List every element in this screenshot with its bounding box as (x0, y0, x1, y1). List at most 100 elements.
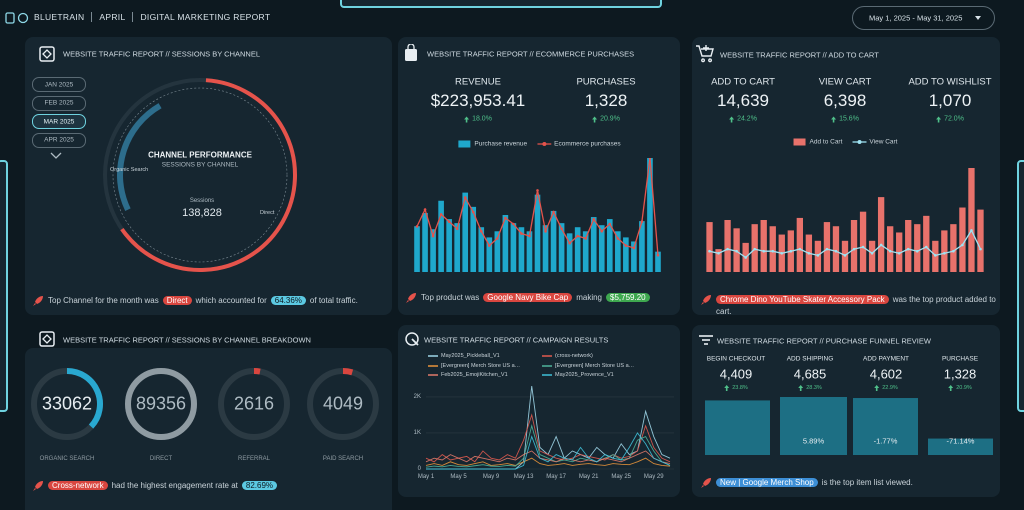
y-tick-label: 1K (413, 429, 421, 436)
change: 22.9% (874, 385, 898, 391)
insight-text: Top product was (421, 293, 480, 302)
line-point (528, 234, 531, 238)
bar (414, 226, 420, 272)
date-picker[interactable]: May 1, 2025 - May 31, 2025 (852, 6, 995, 30)
y-tick-label: 2K (413, 393, 421, 400)
bar (550, 210, 557, 272)
header: BLUETRAIN APRIL DIGITAL MARKETING REPORT (34, 12, 277, 22)
line-point (834, 249, 838, 253)
bar (470, 206, 477, 272)
panel-title: WEBSITE TRAFFIC REPORT // ADD TO CART (720, 50, 879, 60)
panel (398, 325, 680, 497)
month-button[interactable]: JAN 2025 (32, 77, 86, 92)
arrow (831, 116, 837, 122)
line-point (744, 256, 747, 259)
line-point (576, 234, 579, 238)
bar (724, 220, 731, 272)
bar (923, 215, 930, 272)
legend-swatch (542, 364, 552, 367)
header-report: DIGITAL MARKETING REPORT (132, 12, 277, 22)
month-button[interactable]: FEB 2025 (32, 95, 86, 111)
month-button[interactable]: APR 2025 (32, 132, 86, 148)
panel-title: WEBSITE TRAFFIC REPORT // ECOMMERCE PURC… (427, 49, 635, 59)
bar (715, 249, 722, 272)
line-point (592, 217, 596, 221)
ring-title: CHANNEL PERFORMANCE (148, 150, 252, 160)
up-arrow (729, 116, 735, 122)
ring-subtitle: SESSIONS BY CHANNEL (161, 161, 239, 169)
line-point (447, 220, 451, 223)
change: 23.8% (724, 385, 748, 391)
campaign-line (425, 457, 671, 467)
line-point (915, 249, 919, 253)
drop-rate: -1.77% (873, 436, 898, 446)
x-tick-label: May 25 (611, 474, 632, 480)
bar (454, 223, 460, 272)
bar (430, 229, 436, 272)
line-point (843, 254, 847, 257)
legend-label: Feb2025_EmojiKitchen_V1 (441, 372, 508, 378)
legend-label: Ecommerce purchases (554, 140, 621, 148)
rocket (701, 478, 711, 488)
segment-label: Direct (260, 210, 275, 216)
kpi-value: 14,639 (717, 91, 769, 110)
header-month: APRIL (91, 12, 132, 22)
legend-item: Purchase revenue (457, 140, 528, 148)
legend-label: Purchase revenue (474, 140, 528, 148)
change: 24.2% (729, 116, 757, 123)
swatch (458, 140, 471, 148)
up-arrow (831, 116, 837, 122)
legend-label: May2025_Pickleball_V1 (441, 353, 500, 359)
up-arrow (724, 385, 730, 391)
kpi-value: 6,398 (823, 91, 867, 110)
kpi-value: 1,328 (584, 91, 628, 110)
bar (510, 223, 517, 272)
legend: Purchase revenue Ecommerce purchases (457, 140, 621, 148)
change-value: 28.3% (806, 385, 822, 391)
ring-segment (117, 103, 162, 211)
ring-value (125, 368, 197, 440)
legend-swatch (542, 374, 552, 376)
kpi-label: ADD TO CART (711, 76, 775, 88)
bar (850, 220, 858, 272)
line-point (512, 222, 515, 226)
bar (859, 211, 867, 272)
rocket (33, 296, 43, 306)
line-point (906, 247, 910, 251)
bar (950, 224, 957, 272)
line-point (608, 222, 612, 226)
change: 20.9% (948, 385, 972, 391)
change-value: 23.8% (732, 385, 748, 391)
x-tick-label: May 13 (513, 474, 534, 480)
bar (706, 222, 713, 272)
chevron-shape (50, 152, 62, 159)
ring-guide (112, 87, 288, 263)
funnel-bar (780, 397, 847, 455)
legend-swatch (428, 355, 438, 357)
rocket-icon (701, 295, 711, 305)
line-point (708, 249, 711, 253)
bar (566, 233, 573, 272)
rocket-icon (406, 293, 416, 303)
x-tick-label: May 21 (578, 474, 599, 480)
panel-icon (39, 331, 55, 347)
bar (518, 227, 525, 272)
legend-swatch (428, 374, 438, 376)
pointer (411, 338, 419, 346)
kpi-label: ADD PAYMENT (863, 355, 909, 363)
change-value: 72.0% (944, 115, 964, 123)
line-point (616, 237, 620, 240)
combo-chart (414, 158, 661, 272)
bar (534, 194, 541, 272)
month-label: APR 2025 (44, 136, 74, 144)
line-point (762, 249, 766, 253)
bar (542, 225, 549, 272)
legend-label: Add to Cart (809, 138, 843, 146)
month-button[interactable]: MAR 2025 (32, 114, 86, 129)
change-value: 20.9% (600, 115, 620, 123)
insight-text: making (576, 293, 602, 302)
swatch-dot (542, 142, 547, 146)
change-value: 20.9% (956, 385, 972, 391)
channel-ring (31, 368, 103, 440)
